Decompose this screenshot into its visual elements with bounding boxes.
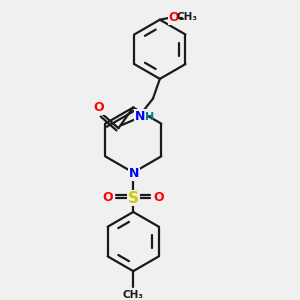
Text: CH₃: CH₃ [177,12,198,22]
Text: H: H [146,112,154,122]
Text: O: O [154,191,164,204]
Text: O: O [93,101,104,114]
Text: O: O [168,11,179,24]
Text: CH₃: CH₃ [123,290,144,300]
Text: S: S [128,191,139,206]
Text: N: N [135,110,145,123]
Text: N: N [129,167,140,180]
Text: O: O [102,191,113,204]
